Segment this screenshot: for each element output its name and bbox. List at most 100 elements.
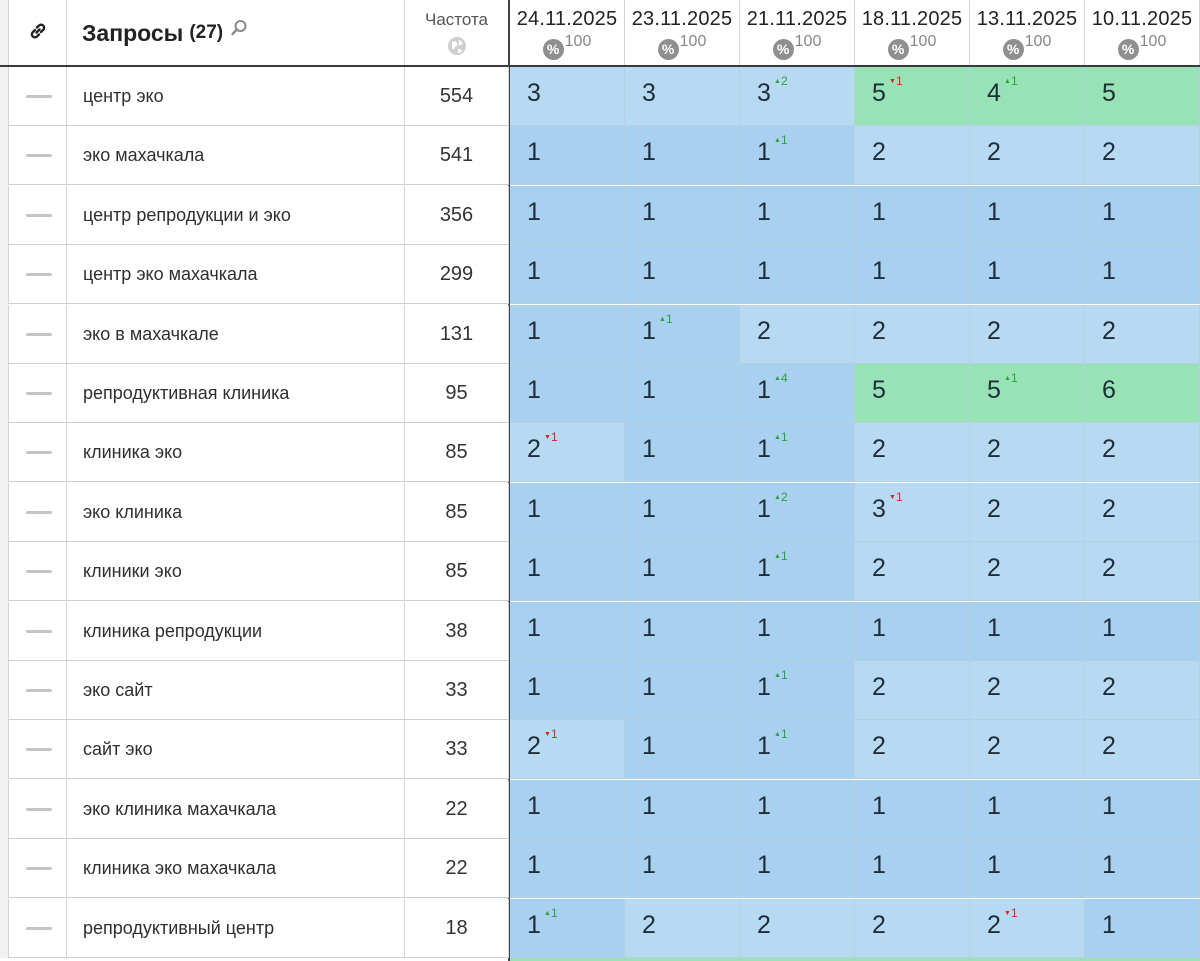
table-row[interactable]: эко клиника 85 1 1 1 ▲2 3 ▼1 2 2 [0,482,1200,542]
position-cell[interactable]: 1 [625,482,740,542]
position-cell[interactable]: 1 [510,601,625,661]
table-row[interactable]: репродуктивная клиника 95 1 1 1 ▲4 5 5 ▲1 6 [0,364,1200,423]
row-handle[interactable] [8,185,67,245]
position-cell[interactable]: 2 [1085,482,1200,542]
position-cell[interactable]: 2 [740,304,855,364]
query-text[interactable]: репродуктивный центр [67,898,405,958]
position-cell[interactable]: 2 [970,720,1085,780]
position-cell[interactable]: 1 [625,423,740,483]
position-cell[interactable]: 2 [1085,423,1200,483]
position-cell[interactable]: 3 [625,67,740,126]
position-cell[interactable]: 1 [1085,779,1200,839]
position-cell[interactable]: 2 [970,661,1085,720]
position-cell[interactable]: 2 [740,898,855,958]
position-cell[interactable]: 6 [1085,364,1200,423]
query-text[interactable]: центр эко махачкала [67,245,405,305]
position-cell[interactable]: 3 [510,67,625,126]
position-cell[interactable]: 2 [970,423,1085,483]
position-cell[interactable]: 1 [510,364,625,423]
table-row[interactable]: эко махачкала 541 1 1 1 ▲1 2 2 2 [0,126,1200,186]
query-text[interactable]: клиника репродукции [67,601,405,661]
position-cell[interactable]: 2 ▼1 [510,720,625,780]
row-handle[interactable] [8,482,67,542]
position-cell[interactable]: 1 [1085,898,1200,958]
position-cell[interactable]: 1 [625,245,740,305]
position-cell[interactable]: 1 [740,779,855,839]
position-cell[interactable]: 2 [625,898,740,958]
query-text[interactable]: эко клиника [67,482,405,542]
position-cell[interactable]: 1 [970,779,1085,839]
position-cell[interactable]: 1 [625,601,740,661]
table-row[interactable]: центр репродукции и эко 356 1 1 1 1 1 1 [0,185,1200,245]
position-cell[interactable]: 1 [855,185,970,245]
query-column-header[interactable]: Запросы (27) [67,0,405,66]
position-cell[interactable]: 2 ▼1 [510,423,625,483]
position-cell[interactable]: 1 [625,185,740,245]
row-handle[interactable] [8,898,67,958]
position-cell[interactable]: 1 ▲1 [740,720,855,780]
position-cell[interactable]: 1 [625,779,740,839]
position-cell[interactable]: 2 [970,542,1085,602]
table-row[interactable]: сайт эко 33 2 ▼1 1 1 ▲1 2 2 2 [0,720,1200,780]
query-text[interactable]: клиники эко [67,542,405,602]
table-row[interactable]: клиника эко махачкала 22 1 1 1 1 1 1 [0,839,1200,899]
position-cell[interactable]: 1 ▲1 [625,304,740,364]
position-cell[interactable]: 1 ▲1 [740,542,855,602]
date-column-header[interactable]: 21.11.2025% 100 [740,0,855,66]
position-cell[interactable]: 5 ▲1 [970,364,1085,423]
position-cell[interactable]: 1 [510,839,625,899]
position-cell[interactable]: 1 [510,779,625,839]
date-column-header[interactable]: 10.11.2025% 100 [1085,0,1200,66]
position-cell[interactable]: 1 [625,364,740,423]
date-column-header[interactable]: 24.11.2025% 100 [510,0,625,66]
frequency-column-header[interactable]: Частота [405,0,509,66]
table-row[interactable]: эко клиника махачкала 22 1 1 1 1 1 1 [0,779,1200,839]
row-handle[interactable] [8,423,67,483]
position-cell[interactable]: 1 [625,542,740,602]
row-handle[interactable] [8,126,67,186]
position-cell[interactable]: 1 [510,304,625,364]
position-cell[interactable]: 2 [855,542,970,602]
position-cell[interactable]: 3 ▲2 [740,67,855,126]
search-icon[interactable] [229,18,249,43]
position-cell[interactable]: 1 [1085,185,1200,245]
table-row[interactable]: клиники эко 85 1 1 1 ▲1 2 2 2 [0,542,1200,602]
table-row[interactable]: эко сайт 33 1 1 1 ▲1 2 2 2 [0,661,1200,720]
table-row[interactable]: клиника эко 85 2 ▼1 1 1 ▲1 2 2 2 [0,423,1200,483]
position-cell[interactable]: 1 [970,185,1085,245]
position-cell[interactable]: 2 [855,898,970,958]
date-column-header[interactable]: 18.11.2025% 100 [855,0,970,66]
position-cell[interactable]: 1 ▲1 [740,126,855,186]
position-cell[interactable]: 1 ▲2 [740,482,855,542]
position-cell[interactable]: 2 [970,304,1085,364]
position-cell[interactable]: 1 [510,126,625,186]
query-text[interactable]: эко клиника махачкала [67,779,405,839]
position-cell[interactable]: 2 [1085,542,1200,602]
position-cell[interactable]: 2 [855,661,970,720]
position-cell[interactable]: 1 [740,601,855,661]
position-cell[interactable]: 4 ▲1 [970,67,1085,126]
table-row[interactable]: клиника репродукции 38 1 1 1 1 1 1 [0,601,1200,661]
row-handle[interactable] [8,245,67,305]
row-handle[interactable] [8,779,67,839]
position-cell[interactable]: 2 [970,126,1085,186]
row-handle[interactable] [8,542,67,602]
query-text[interactable]: клиника эко махачкала [67,839,405,899]
date-column-header[interactable]: 23.11.2025% 100 [625,0,740,66]
table-row[interactable]: репродуктивный центр 18 1 ▲1 2 2 2 2 ▼1 1 [0,898,1200,958]
table-row[interactable]: эко в махачкале 131 1 1 ▲1 2 2 2 2 [0,304,1200,364]
row-handle[interactable] [8,661,67,720]
query-text[interactable]: эко махачкала [67,126,405,186]
position-cell[interactable]: 3 ▼1 [855,482,970,542]
query-text[interactable]: репродуктивная клиника [67,364,405,423]
query-text[interactable]: сайт эко [67,720,405,780]
position-cell[interactable]: 2 [1085,661,1200,720]
row-handle[interactable] [8,67,67,126]
position-cell[interactable]: 1 [625,839,740,899]
date-column-header[interactable]: 13.11.2025% 100 [970,0,1085,66]
row-handle[interactable] [8,304,67,364]
position-cell[interactable]: 2 [855,423,970,483]
position-cell[interactable]: 1 [855,839,970,899]
query-text[interactable]: эко в махачкале [67,304,405,364]
position-cell[interactable]: 5 [1085,67,1200,126]
